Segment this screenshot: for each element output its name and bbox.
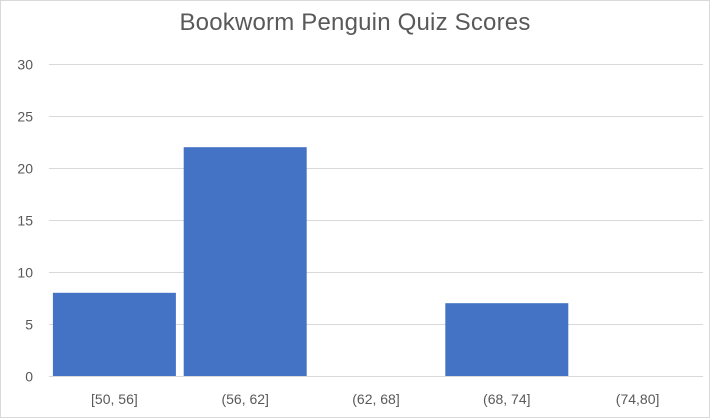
y-tick-label: 15 [17, 213, 33, 229]
y-tick-label: 0 [25, 369, 33, 385]
y-tick-label: 25 [17, 109, 33, 125]
x-tick-label: (62, 68] [352, 391, 399, 407]
histogram-bar [52, 292, 176, 376]
x-tick-label: [50, 56] [91, 391, 138, 407]
y-tick-label: 5 [25, 317, 33, 333]
x-tick-label: (74,80] [616, 391, 660, 407]
histogram-bar [183, 147, 307, 376]
histogram-bar [445, 303, 569, 376]
y-tick-label: 20 [17, 161, 33, 177]
y-tick-label: 10 [17, 265, 33, 281]
chart-title: Bookworm Penguin Quiz Scores [179, 9, 531, 36]
y-tick-label: 30 [17, 57, 33, 73]
x-tick-label: (56, 62] [221, 391, 268, 407]
x-tick-label: (68, 74] [483, 391, 530, 407]
